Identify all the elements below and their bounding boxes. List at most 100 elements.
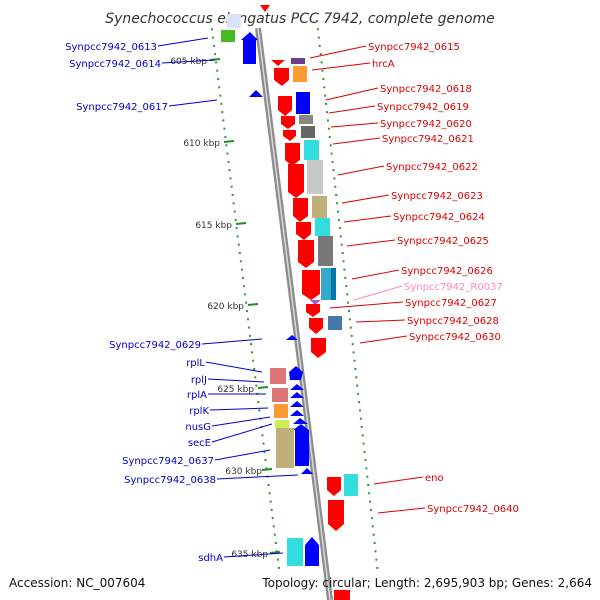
- gene-arrow-reverse: [298, 240, 314, 268]
- gene-arrow-forward: [293, 424, 309, 466]
- track-dot: [262, 442, 265, 445]
- gene-block: [275, 420, 289, 428]
- gene-label-left: rplL: [186, 358, 205, 369]
- gene-arrow-forward: [293, 418, 308, 424]
- tick-label: 605 kbp: [170, 57, 207, 67]
- track-dot: [367, 484, 370, 486]
- track-dot: [236, 235, 239, 238]
- gene-arrow-forward: [290, 401, 304, 407]
- gene-arrow-reverse: [296, 222, 311, 240]
- gene-block-forward: [227, 14, 241, 28]
- track-dot: [348, 310, 350, 312]
- gene-label-right: Synpcc7942_0626: [401, 266, 493, 277]
- track-dot: [368, 492, 371, 495]
- gene-label-right: Synpcc7942_0623: [391, 191, 483, 202]
- gene-arrow-reverse: [302, 270, 320, 300]
- track-dot: [350, 334, 353, 337]
- track-dot: [355, 376, 358, 379]
- gene-block: [270, 368, 286, 384]
- gene-block: [299, 115, 313, 124]
- track-dot: [255, 384, 258, 387]
- gene-block: [328, 316, 342, 330]
- track-dot: [338, 227, 341, 230]
- gene-label-left: nusG: [185, 422, 211, 433]
- gene-block-forward: [221, 30, 235, 42]
- gene-block: [293, 66, 307, 82]
- track-dot: [332, 169, 335, 172]
- track-dot: [212, 36, 215, 39]
- track-dot: [371, 525, 374, 528]
- gene-block: [307, 160, 323, 194]
- track-dot: [324, 94, 327, 97]
- track-dot: [271, 517, 274, 520]
- gene-arrow-reverse: [281, 116, 295, 129]
- gene-label-left: Synpcc7942_0629: [109, 340, 201, 351]
- gene-arrow-reverse: [283, 130, 296, 141]
- gene-label-right: Synpcc7942_0627: [405, 298, 497, 309]
- track-dot: [345, 285, 348, 288]
- track-dot: [327, 119, 329, 122]
- track-dot: [323, 86, 326, 89]
- gene-arrow-forward: [301, 468, 313, 474]
- track-dot: [276, 558, 279, 561]
- track-dot: [357, 392, 360, 395]
- track-dot: [245, 301, 247, 304]
- track-dot: [370, 517, 373, 520]
- track-dot: [222, 119, 225, 122]
- tick-label: 625 kbp: [217, 385, 254, 395]
- tick-610: 610 kbp: [183, 139, 235, 149]
- track-dot: [214, 53, 217, 56]
- tick-625: 625 kbp: [217, 385, 269, 395]
- track-dot: [253, 368, 256, 370]
- gene-label-right: Synpcc7942_0624: [393, 212, 485, 223]
- track-dot: [318, 44, 321, 47]
- track-dot: [329, 144, 332, 147]
- track-dot: [375, 558, 378, 561]
- track-dot: [232, 202, 235, 205]
- track-dot: [319, 53, 322, 56]
- track-dot: [361, 434, 364, 437]
- track-dot: [221, 111, 224, 114]
- gene-block: [344, 474, 358, 496]
- track-dot: [231, 194, 234, 196]
- track-dot: [342, 260, 345, 263]
- gene-block: [318, 236, 333, 266]
- gene-arrow-reverse: [288, 164, 304, 198]
- track-dot: [225, 144, 228, 147]
- track-dot: [369, 500, 371, 503]
- gene-label-left: rplA: [187, 390, 207, 401]
- track-dot: [369, 508, 372, 511]
- track-dot: [356, 384, 359, 387]
- rna-marker: [310, 300, 321, 305]
- gene-arrow-forward: [249, 90, 263, 97]
- tick-label: 620 kbp: [207, 302, 244, 312]
- gene-label-left: Synpcc7942_0638: [124, 475, 216, 486]
- reverse-genes: [260, 5, 358, 600]
- track-dot: [218, 86, 221, 89]
- tick-label: 610 kbp: [183, 139, 220, 149]
- track-dot: [327, 127, 330, 130]
- track-dot: [277, 566, 280, 569]
- track-dot: [242, 285, 245, 288]
- track-dot: [213, 44, 216, 47]
- track-dot: [353, 359, 356, 362]
- gene-arrow-reverse: [309, 318, 323, 334]
- track-dot: [317, 36, 320, 39]
- track-dot: [376, 566, 379, 569]
- track-dot: [254, 376, 257, 379]
- track-dot: [257, 401, 260, 404]
- track-dot: [247, 318, 249, 321]
- gene-arrow-forward: [289, 366, 303, 380]
- track-dot: [248, 326, 251, 329]
- gene-arrow-reverse: [311, 338, 326, 358]
- forward-genes: [221, 14, 319, 566]
- gene-arrow-forward: [290, 392, 304, 398]
- track-dot: [340, 243, 343, 246]
- gene-label-left: Synpcc7942_0637: [122, 456, 214, 467]
- gene-label-left: secE: [188, 438, 211, 449]
- track-dot: [359, 409, 361, 412]
- track-dot: [239, 260, 242, 263]
- track-dot: [346, 293, 349, 296]
- track-dot: [269, 500, 272, 503]
